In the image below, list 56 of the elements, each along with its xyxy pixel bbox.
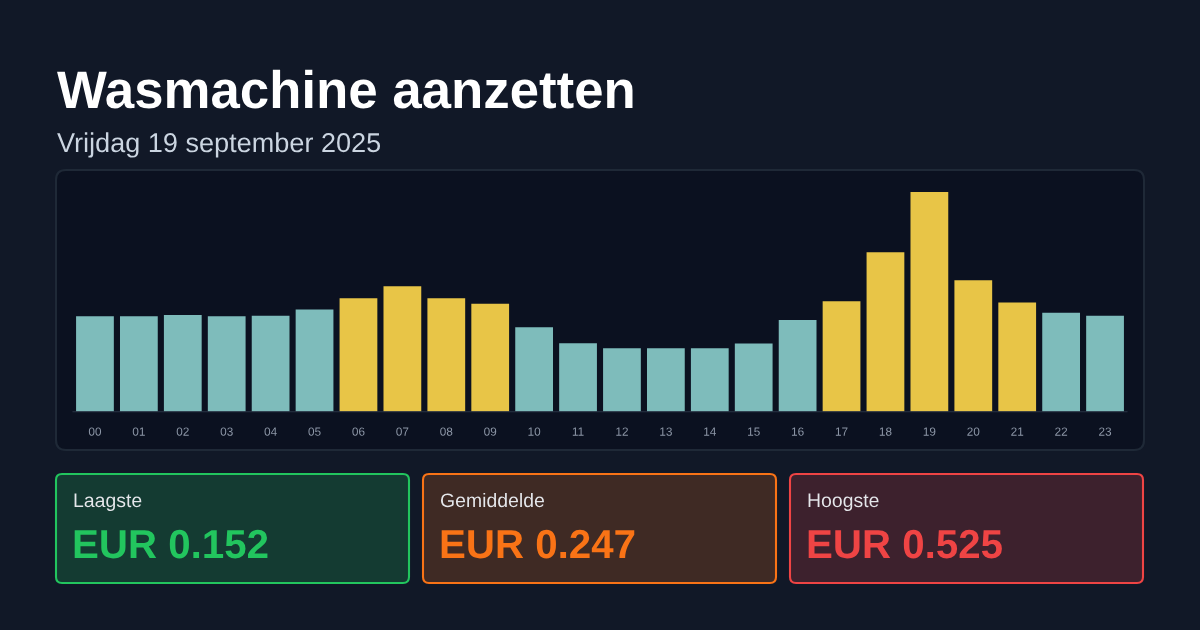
x-tick-label: 00 xyxy=(88,427,102,436)
bar xyxy=(603,348,641,412)
bar xyxy=(207,316,246,412)
x-tick-label: 13 xyxy=(660,427,672,436)
bar xyxy=(515,327,554,412)
text: EUR 0.152 xyxy=(74,529,268,559)
bar xyxy=(295,309,334,412)
bar xyxy=(471,303,510,412)
text: Gemiddelde xyxy=(440,492,544,508)
x-tick-label: 03 xyxy=(220,427,233,436)
x-tick-label: 20 xyxy=(967,427,980,436)
bar xyxy=(427,298,466,412)
x-tick-label: 07 xyxy=(396,427,409,436)
chart-subtitle: Vrijdag 19 september 2025 xyxy=(57,132,381,158)
bar xyxy=(954,280,993,412)
x-tick-label: 04 xyxy=(264,427,277,436)
x-tick-label: 11 xyxy=(572,427,584,436)
bar xyxy=(76,316,114,412)
x-tick-label: 21 xyxy=(1011,427,1024,436)
x-tick-label: 14 xyxy=(704,427,717,436)
bar xyxy=(690,348,729,412)
x-tick-label: 22 xyxy=(1055,427,1068,436)
x-tick-label: 01 xyxy=(132,427,145,436)
x-tick-label: 02 xyxy=(176,427,189,436)
x-tick-label: 16 xyxy=(791,427,804,436)
x-tick-label: 05 xyxy=(308,427,321,436)
bar xyxy=(163,315,202,412)
x-tick-label: 08 xyxy=(440,427,453,436)
chart-title: Wasmachine aanzetten xyxy=(57,69,633,109)
text: Hoogste xyxy=(808,493,879,512)
bar xyxy=(910,191,949,412)
bar xyxy=(339,298,378,412)
bar xyxy=(646,348,685,412)
bar xyxy=(559,343,597,412)
bar xyxy=(1086,315,1124,412)
bar xyxy=(998,302,1037,412)
bar xyxy=(251,315,290,412)
x-tick-label: 17 xyxy=(835,427,848,436)
x-tick-label: 23 xyxy=(1099,427,1112,436)
bar xyxy=(119,316,158,412)
x-tick-label: 15 xyxy=(748,427,760,436)
x-tick-label: 06 xyxy=(352,427,365,436)
x-tick-label: 12 xyxy=(616,427,628,436)
x-tick-label: 19 xyxy=(923,427,936,436)
x-tick-label: 18 xyxy=(879,427,892,436)
bar xyxy=(1042,312,1081,412)
bar xyxy=(734,343,773,412)
x-tick-label: 10 xyxy=(528,427,541,436)
text: Laagste xyxy=(74,493,142,512)
bar xyxy=(383,286,422,412)
x-tick-label: 09 xyxy=(484,427,497,436)
bar xyxy=(778,319,817,412)
text: EUR 0.247 xyxy=(441,529,635,559)
bar xyxy=(866,252,905,412)
text: EUR 0.525 xyxy=(808,529,1002,559)
bar xyxy=(822,301,861,412)
